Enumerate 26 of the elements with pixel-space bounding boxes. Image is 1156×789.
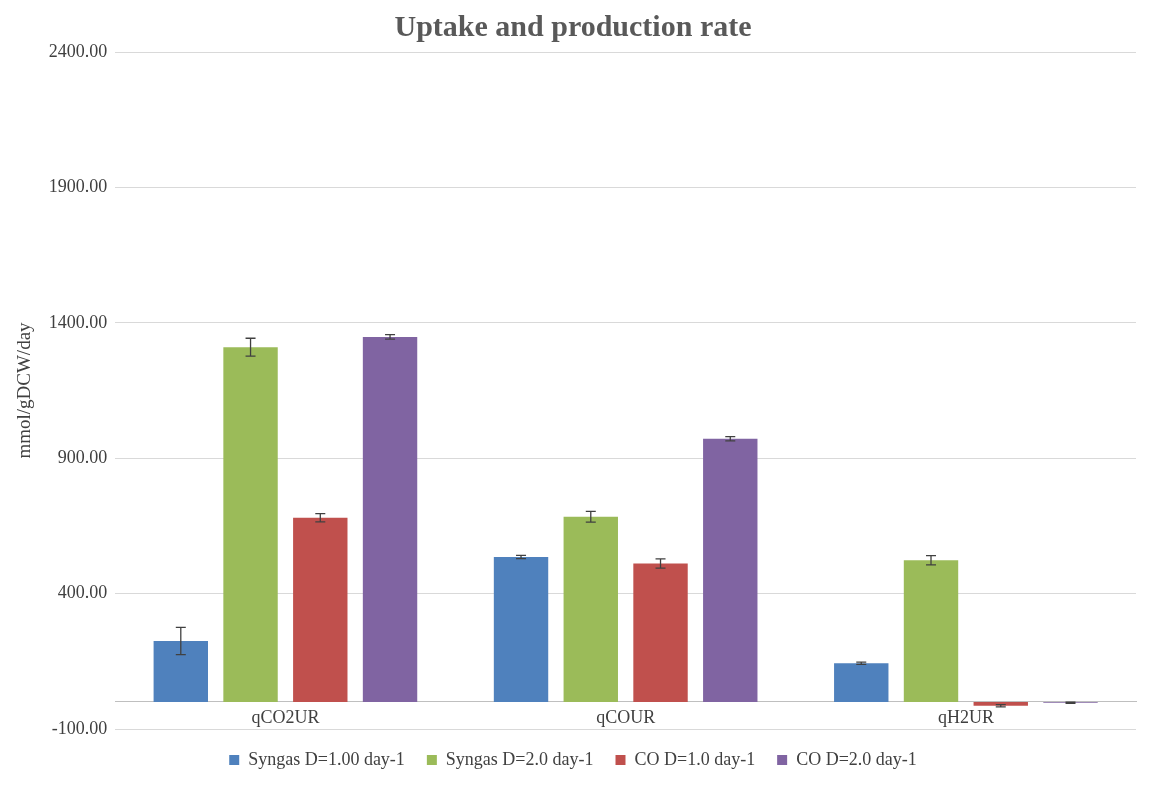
bar [153, 640, 208, 702]
y-axis-title: mmol/gDCW/day [13, 321, 35, 459]
legend-label: CO D=1.0 day-1 [634, 748, 756, 769]
y-tick-label: 2400.00 [48, 40, 108, 61]
bar [703, 438, 758, 702]
bar [834, 663, 889, 702]
legend-label: CO D=2.0 day-1 [796, 748, 917, 769]
bar [903, 560, 959, 702]
y-tick-label: 1400.00 [48, 311, 108, 332]
bar [563, 516, 618, 702]
y-tick-label: 1900.00 [48, 176, 108, 197]
chart-title: Uptake and production rate [394, 8, 752, 42]
x-tick-label: qH2UR [937, 707, 994, 728]
bar [973, 701, 1028, 706]
bar [293, 517, 348, 702]
y-tick-label: 400.00 [57, 582, 108, 603]
y-tick-label: 900.00 [57, 446, 108, 467]
legend-label: Syngas D=1.00 day-1 [248, 748, 405, 769]
x-tick-label: qCO2UR [251, 707, 320, 728]
bar [493, 557, 549, 702]
legend-label: Syngas D=2.0 day-1 [445, 748, 594, 769]
y-tick-label: -100.00 [51, 717, 108, 738]
bar [223, 347, 278, 702]
bar [362, 336, 418, 702]
x-tick-label: qCOUR [596, 707, 656, 728]
bar [633, 563, 688, 702]
